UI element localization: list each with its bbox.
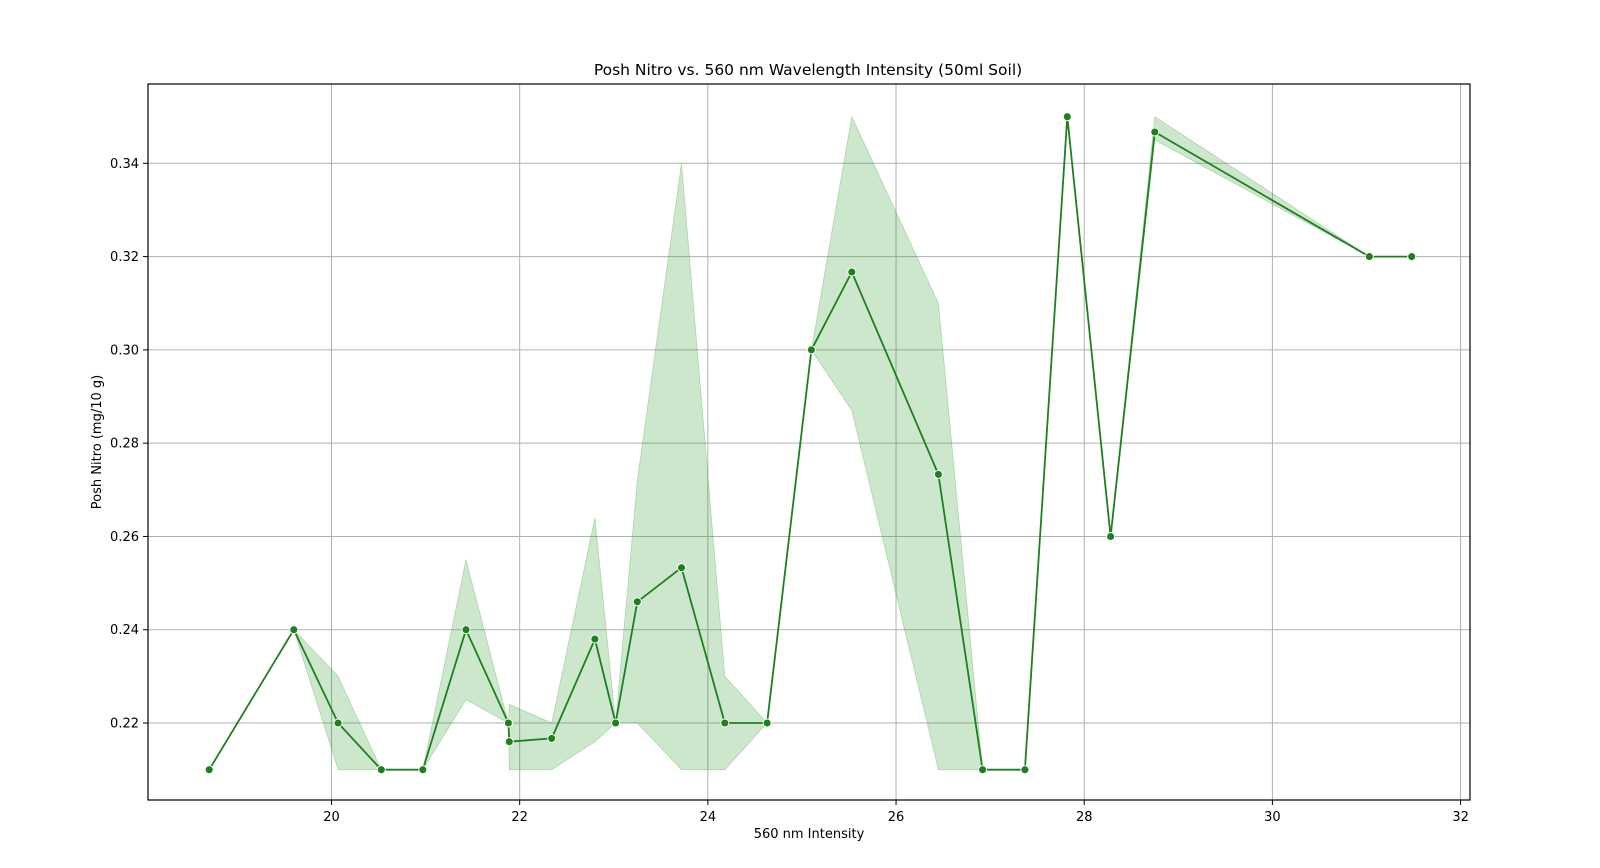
data-point [1020, 765, 1030, 775]
y-tick-label: 0.24 [110, 623, 139, 638]
data-point [590, 634, 600, 644]
data-point [1364, 252, 1374, 262]
x-axis-label: 560 nm Intensity [754, 827, 865, 842]
data-point [333, 718, 343, 728]
y-tick-label: 0.26 [110, 530, 139, 545]
x-tick-label: 30 [1264, 810, 1281, 825]
data-point [1106, 532, 1116, 541]
data-point [376, 765, 386, 775]
chart-title: Posh Nitro vs. 560 nm Wavelength Intensi… [594, 61, 1022, 79]
x-tick-label: 32 [1452, 810, 1469, 825]
data-point [504, 737, 514, 747]
x-tick-label: 20 [323, 810, 340, 825]
data-point [611, 718, 621, 728]
y-tick-label: 0.30 [110, 343, 139, 358]
data-point [677, 563, 686, 573]
axis-ticks: 20 22 24 26 28 30 32 0.22 0.24 0.26 0.28 0.30 0.32 0.… [110, 157, 1469, 825]
data-point [806, 345, 816, 355]
data-point [762, 718, 772, 728]
plot-frame [147, 83, 1471, 801]
data-point [720, 718, 730, 728]
data-point [1407, 252, 1417, 262]
series-markers [204, 112, 1417, 775]
data-point [978, 765, 988, 775]
y-tick-label: 0.28 [110, 437, 139, 452]
x-tick-label: 26 [888, 810, 905, 825]
data-point [418, 765, 428, 775]
y-tick-label: 0.32 [110, 250, 139, 265]
y-tick-label: 0.34 [110, 157, 139, 172]
x-tick-label: 24 [700, 810, 717, 825]
data-point [933, 469, 943, 479]
data-point [461, 625, 471, 635]
data-point [632, 597, 642, 607]
data-point [547, 733, 557, 743]
data-point [1062, 112, 1072, 122]
grid-lines [148, 84, 1470, 800]
x-tick-label: 22 [511, 810, 528, 825]
y-tick-label: 0.22 [110, 717, 139, 732]
y-axis-label: Posh Nitro (mg/10 g) [90, 375, 105, 509]
data-point [289, 625, 299, 635]
data-point [1150, 127, 1160, 137]
data-point [503, 718, 513, 728]
x-tick-label: 28 [1076, 810, 1093, 825]
data-point [847, 267, 857, 277]
data-point [204, 765, 214, 775]
